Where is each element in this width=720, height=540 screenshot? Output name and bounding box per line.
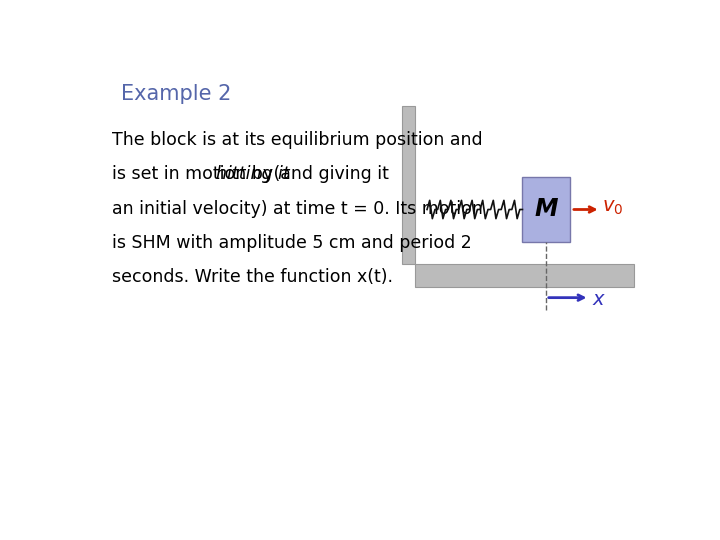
Text: $\mathit{v}_0$: $\mathit{v}_0$ (602, 198, 624, 217)
Bar (415, 265, 634, 287)
Text: (and giving it: (and giving it (268, 165, 389, 184)
Bar (402, 106, 415, 265)
Text: The block is at its equilibrium position and: The block is at its equilibrium position… (112, 131, 483, 150)
Text: hitting it: hitting it (216, 165, 290, 184)
Text: M: M (534, 197, 558, 221)
Bar (523, 177, 570, 241)
Text: is SHM with amplitude 5 cm and period 2: is SHM with amplitude 5 cm and period 2 (112, 234, 472, 252)
Text: $\mathit{x}$: $\mathit{x}$ (593, 290, 606, 309)
Text: is set in motion by: is set in motion by (112, 165, 279, 184)
Text: an initial velocity) at time t = 0. Its motion: an initial velocity) at time t = 0. Its … (112, 199, 483, 218)
Text: Example 2: Example 2 (121, 84, 231, 104)
Text: seconds. Write the function x(t).: seconds. Write the function x(t). (112, 268, 393, 286)
